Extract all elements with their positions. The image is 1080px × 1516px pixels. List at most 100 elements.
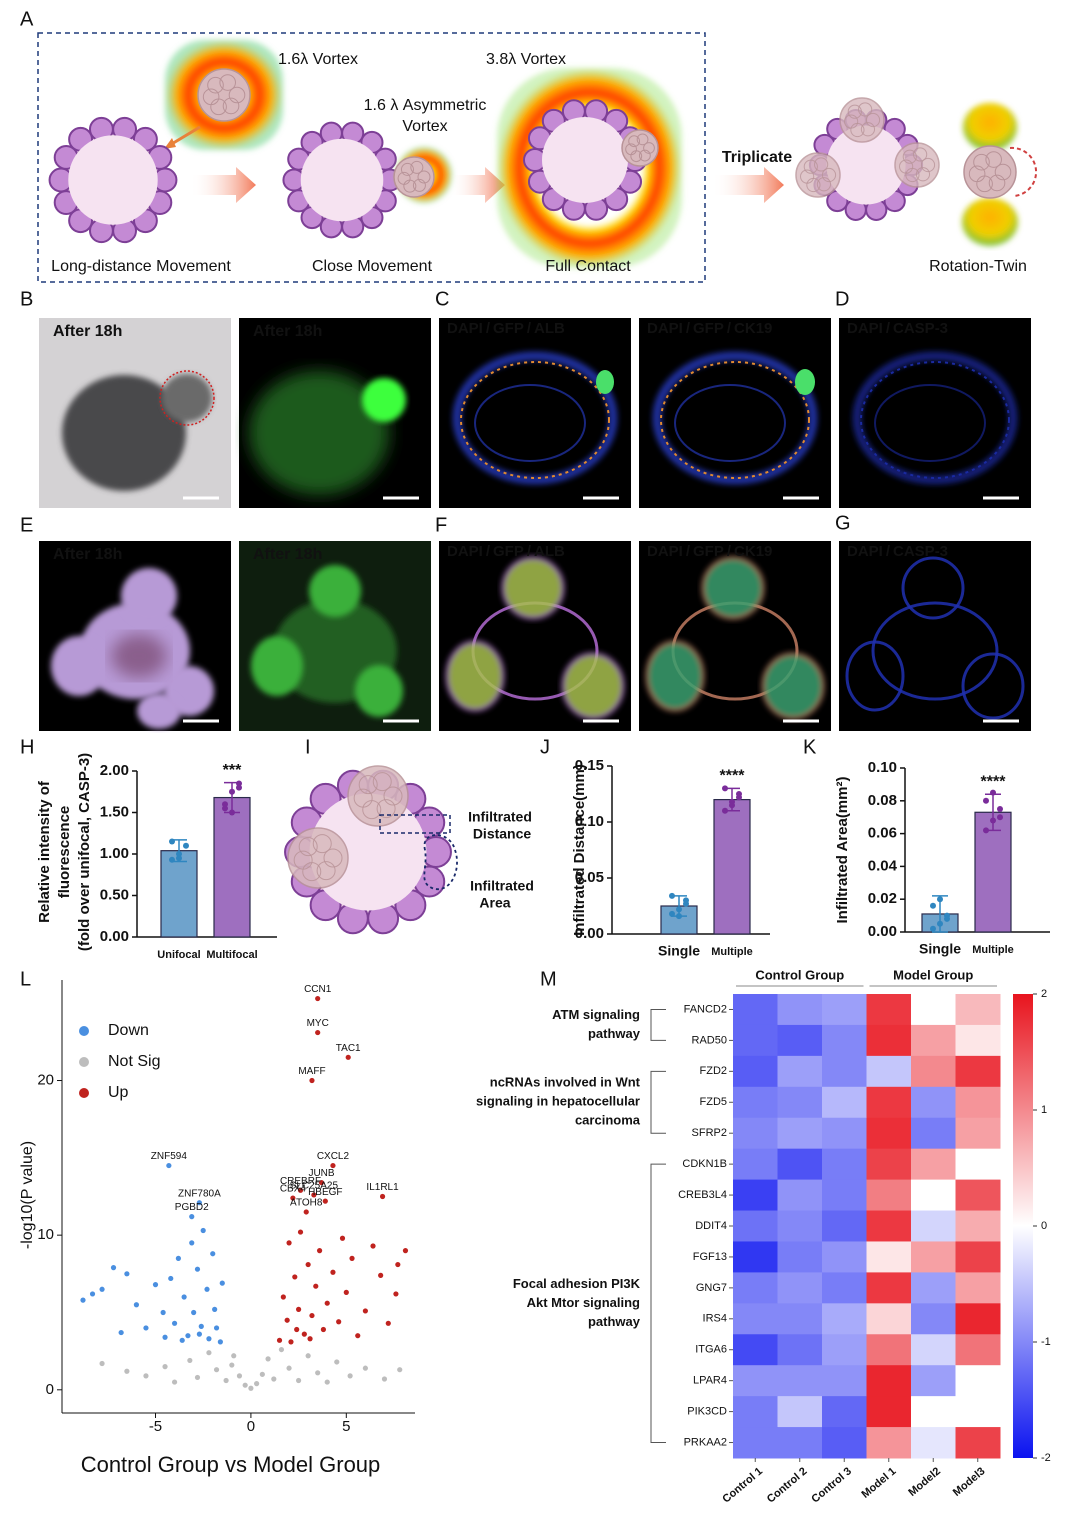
data-point	[206, 1336, 212, 1342]
tissue	[871, 601, 999, 701]
data-point	[212, 1306, 218, 1312]
spheroid-cell	[643, 142, 655, 154]
data-point	[393, 1291, 399, 1297]
tissue	[137, 693, 181, 729]
image-caption: After 18h	[253, 323, 322, 340]
stain-separator: /	[727, 320, 732, 337]
legend-label: Down	[108, 1022, 149, 1039]
heatmap-cell	[911, 1427, 956, 1459]
heatmap-cell	[777, 1365, 823, 1397]
heatmap-cell	[822, 1427, 867, 1459]
annotated-point	[189, 1214, 195, 1220]
tissue	[162, 374, 212, 422]
bar	[713, 798, 751, 935]
y-tick-label: 20	[37, 1071, 54, 1088]
group-bracket	[650, 1163, 666, 1444]
stain-ring	[852, 351, 1018, 485]
colorbar-label: -1	[1041, 1336, 1051, 1348]
heatmap-cell	[733, 1427, 778, 1459]
stain-name: GFP	[693, 543, 724, 560]
heatmap-cell	[866, 1148, 912, 1181]
y-axis-label: fluorescence	[56, 806, 73, 899]
spheroid-cell	[323, 848, 343, 868]
stain-name: DAPI	[447, 543, 483, 560]
data-point	[676, 906, 682, 913]
tissue	[761, 652, 825, 720]
spheroid-cell	[803, 159, 818, 174]
heatmap-cell	[911, 1365, 956, 1397]
data-point	[990, 817, 996, 824]
data-point	[143, 1325, 149, 1331]
y-tick-label: 0.06	[868, 825, 897, 842]
data-point	[191, 1309, 197, 1316]
tissue	[309, 565, 361, 617]
gene-annotation: HBEGF	[308, 1187, 342, 1198]
pathway-label: carcinoma	[575, 1113, 641, 1128]
heatmap-cell	[733, 1272, 778, 1304]
data-point	[347, 1373, 353, 1379]
spheroid-cell	[293, 850, 313, 870]
data-point	[236, 780, 242, 787]
spheroid-cell	[899, 159, 914, 174]
spheroid-cell	[858, 102, 873, 117]
y-axis-label: -log10(P value)	[19, 1141, 36, 1249]
data-point	[219, 1280, 225, 1286]
data-point	[181, 1294, 187, 1300]
tissue	[249, 371, 389, 495]
pointer-head	[164, 138, 176, 149]
data-point	[265, 1356, 271, 1362]
heatmap-cell	[866, 1117, 912, 1150]
panel-letter: J	[540, 736, 550, 758]
data-point	[937, 896, 943, 903]
spheroid-cell	[383, 786, 403, 806]
heatmap-cell	[911, 1334, 956, 1366]
gene-label: IRS4	[703, 1313, 727, 1325]
y-axis-label: Infiltrated Distance(mm)	[571, 764, 588, 936]
heatmap-cell	[911, 1117, 956, 1150]
stain-name: GFP	[693, 320, 724, 337]
heatmap-cell	[777, 1148, 823, 1181]
data-point	[983, 827, 989, 834]
data-point	[381, 1376, 388, 1382]
data-point	[229, 809, 235, 816]
stain-name: DAPI	[647, 320, 683, 337]
heatmap-cell	[822, 1365, 867, 1397]
annotated-point	[196, 1200, 202, 1206]
heatmap-cell	[866, 1055, 912, 1088]
heatmap-cell	[822, 1055, 867, 1088]
data-point	[194, 1374, 201, 1381]
data-point	[362, 1365, 368, 1371]
gene-label: DDIT4	[695, 1220, 727, 1232]
data-point	[276, 1337, 283, 1343]
data-point	[294, 1326, 300, 1333]
highlight	[159, 370, 215, 426]
gene-label: FZD2	[700, 1065, 728, 1077]
legend-marker	[79, 1057, 89, 1067]
data-point	[297, 1229, 304, 1235]
data-point	[676, 913, 682, 920]
heatmap-cell	[733, 1148, 778, 1181]
heatmap-cell	[777, 1086, 823, 1119]
stain-name: GFP	[493, 543, 524, 560]
data-point	[669, 910, 675, 917]
data-point	[200, 1227, 206, 1234]
data-point	[179, 1337, 185, 1343]
vortex-label: 3.8λ Vortex	[486, 51, 566, 68]
data-point	[222, 805, 228, 812]
spheroid-cell	[994, 163, 1012, 181]
data-point	[937, 920, 943, 927]
stain-name: CASP-3	[893, 543, 948, 560]
step-label: Long-distance Movement	[51, 258, 231, 275]
spheroid	[347, 765, 409, 827]
heatmap-cell	[777, 1427, 823, 1459]
heatmap-cell	[777, 994, 823, 1026]
heatmap-cell	[733, 1210, 778, 1242]
data-point	[930, 925, 936, 932]
data-point	[997, 814, 1003, 821]
pathway-label: Akt Mtor signaling	[527, 1295, 640, 1310]
tissue	[596, 370, 614, 394]
y-axis-label: Infiltrated Area(mm²)	[834, 777, 851, 924]
heatmap-cell	[777, 1179, 823, 1212]
stain-ring	[860, 361, 1010, 479]
stain-separator: /	[886, 320, 891, 337]
